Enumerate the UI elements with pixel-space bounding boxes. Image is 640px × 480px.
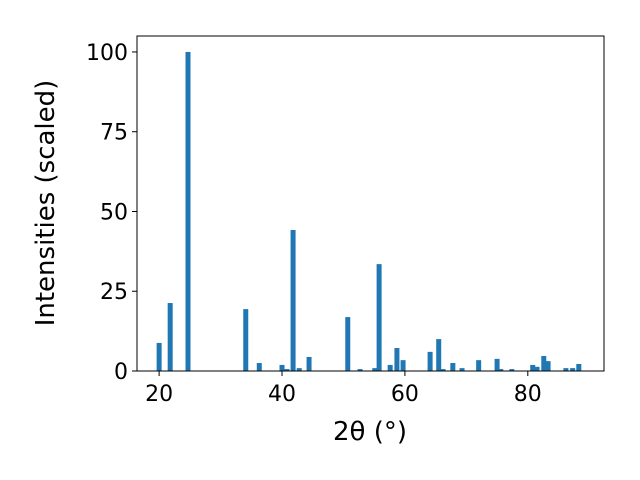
y-tick-label: 50: [100, 200, 128, 225]
bar: [476, 360, 482, 371]
x-axis-label: 2θ (°): [333, 417, 407, 447]
bar: [243, 309, 249, 371]
bar: [185, 51, 191, 371]
bar: [372, 368, 378, 371]
bar: [376, 264, 382, 371]
bar: [576, 363, 582, 371]
bar: [167, 303, 173, 371]
bar: [357, 369, 363, 371]
y-tick-label: 25: [100, 280, 128, 305]
x-tick-label: 60: [391, 382, 419, 407]
x-tick-label: 20: [145, 382, 173, 407]
bar: [450, 363, 456, 371]
bar: [400, 360, 406, 371]
bar: [427, 351, 433, 371]
bar: [534, 366, 540, 371]
bar: [494, 358, 500, 371]
x-tick-label: 40: [268, 382, 296, 407]
bar: [459, 368, 465, 371]
bar: [563, 368, 569, 371]
bar: [279, 364, 285, 371]
bar: [290, 229, 296, 371]
bar: [509, 369, 515, 371]
bar: [436, 339, 442, 371]
bar: [296, 368, 302, 371]
bar: [387, 364, 393, 371]
bar: [440, 369, 446, 371]
bar: [345, 317, 351, 371]
bar: [498, 369, 504, 371]
x-tick-label: 80: [514, 382, 542, 407]
bar: [394, 348, 400, 371]
y-axis-label: Intensities (scaled): [31, 80, 61, 327]
bar: [156, 342, 162, 371]
bar: [541, 356, 547, 371]
bar: [284, 369, 290, 371]
bar: [256, 363, 262, 371]
bar: [570, 368, 576, 371]
bar: [530, 364, 536, 371]
y-tick-label: 100: [86, 41, 128, 66]
y-tick-label: 0: [114, 360, 128, 385]
bar: [306, 356, 312, 371]
plot-frame: [136, 35, 605, 372]
y-tick-label: 75: [100, 121, 128, 146]
bar: [545, 361, 551, 371]
